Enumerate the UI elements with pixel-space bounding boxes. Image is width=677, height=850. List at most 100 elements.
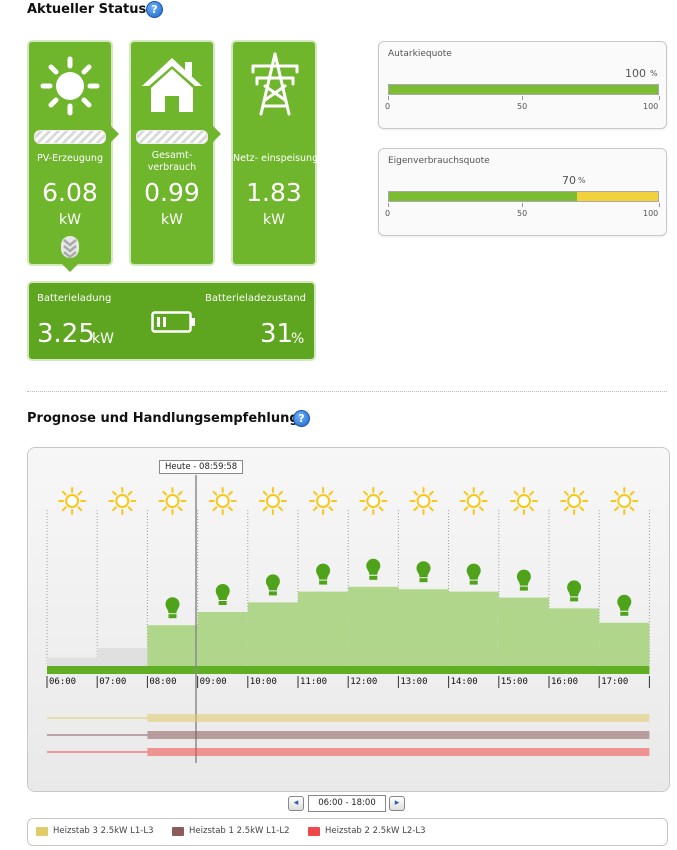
lightbulb-icon <box>316 563 331 585</box>
sun-icon <box>359 487 388 515</box>
hour-label: 17:00 <box>601 677 629 687</box>
lightbulb-icon <box>265 574 280 596</box>
legend: Heizstab 3 2.5kW L1-L3 Heizstab 1 2.5kW … <box>27 818 668 846</box>
grid-unit: kW <box>263 212 285 228</box>
production-bar <box>47 657 98 666</box>
help-icon[interactable]: ? <box>146 1 163 18</box>
divider <box>27 391 667 392</box>
tick-label: 0 <box>385 209 391 218</box>
production-bar <box>599 622 650 666</box>
lightbulb-icon <box>516 569 531 591</box>
hour-label: 14:00 <box>450 677 478 687</box>
autarkie-bar-fill <box>389 85 658 94</box>
battery-charge-label: Batterieladung <box>37 293 112 304</box>
grid-label: Netz- einspeisung <box>233 153 319 164</box>
tick-label: 100 <box>643 102 659 111</box>
flow-indicator <box>136 130 208 144</box>
forecast-chart <box>46 475 650 763</box>
eigenverbrauch-bar-rest <box>577 192 658 201</box>
consumption-label-2: verbrauch <box>147 162 197 173</box>
hour-label: 07:00 <box>99 677 127 687</box>
down-arrow <box>62 264 78 272</box>
production-bar <box>549 608 600 666</box>
production-bar <box>247 602 298 666</box>
hour-label: 10:00 <box>249 677 277 687</box>
sun-icon <box>459 487 488 515</box>
down-flow-icon <box>61 236 79 259</box>
sun-icon <box>40 56 100 116</box>
heater-bar <box>147 748 650 756</box>
sun-icon <box>309 487 338 515</box>
hour-label: 16:00 <box>551 677 579 687</box>
production-bar <box>197 612 248 666</box>
next-range-button[interactable]: ▸ <box>389 796 405 811</box>
lightbulb-icon <box>466 563 481 585</box>
battery-charge-value: 3.25 <box>37 319 95 349</box>
autarkie-value: 100 <box>625 67 646 80</box>
battery-soc-unit: % <box>291 331 305 347</box>
forecast-title: Prognose und Handlungsempfehlung <box>27 411 299 426</box>
sun-icon <box>409 487 438 515</box>
grid-value: 1.83 <box>246 178 302 207</box>
eigenverbrauch-value: 70 <box>562 174 576 187</box>
hour-label: 06:00 <box>49 677 77 687</box>
lightbulb-icon <box>215 584 230 605</box>
baseline-bar <box>47 666 650 674</box>
tick-label: 50 <box>517 102 528 111</box>
lightbulb-icon <box>165 597 180 619</box>
legend-label: Heizstab 1 2.5kW L1-L2 <box>189 826 290 836</box>
legend-swatch <box>36 827 48 836</box>
sun-icon <box>258 487 287 515</box>
lightbulb-icon <box>366 558 381 580</box>
legend-swatch <box>308 827 320 836</box>
eigenverbrauch-unit: % <box>578 176 586 185</box>
battery-soc-label: Batterieladezustand <box>205 293 306 304</box>
help-icon[interactable]: ? <box>293 410 310 427</box>
hour-label: 12:00 <box>350 677 378 687</box>
consumption-tile: Gesamt- verbrauch 0.99 kW <box>131 42 213 264</box>
production-bar <box>498 597 549 666</box>
pv-tile: PV-Erzeugung 6.08 kW <box>29 42 111 264</box>
battery-tile: Batterieladung 3.25 kW Batterieladezusta… <box>29 283 314 359</box>
legend-label: Heizstab 3 2.5kW L1-L3 <box>53 826 154 836</box>
production-bar <box>298 591 349 666</box>
flow-indicator <box>34 130 106 144</box>
status-title: Aktueller Status <box>27 2 147 17</box>
autarkie-panel: Autarkiequote 100 % 0 50 100 <box>378 41 667 129</box>
battery-charge-unit: kW <box>92 331 114 347</box>
right-arrow <box>111 126 119 142</box>
pv-label: PV-Erzeugung <box>37 153 103 164</box>
pv-unit: kW <box>59 212 81 228</box>
house-icon <box>142 58 202 112</box>
production-bar <box>97 648 148 666</box>
autarkie-bar <box>388 84 659 95</box>
now-label: Heute - 08:59:58 <box>159 460 244 474</box>
tick-label: 100 <box>643 209 659 218</box>
tick-label: 0 <box>385 102 391 111</box>
time-range-field[interactable]: 06:00 - 18:00 <box>308 795 386 812</box>
sun-icon <box>158 487 187 515</box>
production-bar <box>147 625 198 666</box>
hour-label: 08:00 <box>149 677 177 687</box>
power-pylon-icon <box>251 52 299 116</box>
legend-swatch <box>172 827 184 836</box>
heater-bar <box>147 714 650 722</box>
eigenverbrauch-panel: Eigenverbrauchsquote 70 % 0 50 100 <box>378 148 667 236</box>
lightbulb-icon <box>567 580 582 602</box>
previous-range-button[interactable]: ◂ <box>288 796 304 811</box>
sun-icon <box>208 487 237 515</box>
hour-label: 09:00 <box>199 677 227 687</box>
hour-label: 13:00 <box>400 677 428 687</box>
grid-tile: Netz- einspeisung 1.83 kW <box>233 42 319 264</box>
production-bar <box>348 586 399 666</box>
pv-value: 6.08 <box>42 178 98 207</box>
lightbulb-icon <box>617 594 632 616</box>
heater-bar <box>147 731 650 739</box>
hour-label: 15:00 <box>500 677 528 687</box>
production-bar <box>398 589 449 666</box>
production-bar <box>448 591 499 666</box>
sun-icon <box>509 487 538 515</box>
consumption-value: 0.99 <box>144 178 200 207</box>
legend-label: Heizstab 2 2.5kW L2-L3 <box>325 826 426 836</box>
sun-icon <box>610 487 639 515</box>
